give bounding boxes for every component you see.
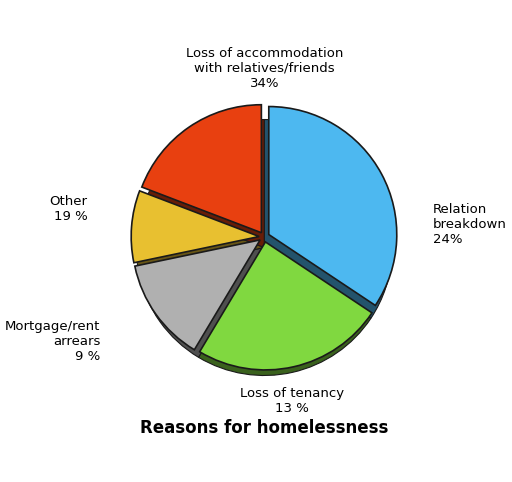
Text: Other
19 %: Other 19 % xyxy=(50,195,88,223)
Text: Loss of tenancy
13 %: Loss of tenancy 13 % xyxy=(240,387,345,415)
Wedge shape xyxy=(145,120,264,248)
Wedge shape xyxy=(131,191,259,263)
Wedge shape xyxy=(139,248,264,357)
Wedge shape xyxy=(136,202,264,274)
Wedge shape xyxy=(142,105,261,233)
Wedge shape xyxy=(135,240,260,350)
Wedge shape xyxy=(269,107,397,306)
Text: Loss of accommodation
with relatives/friends
34%: Loss of accommodation with relatives/fri… xyxy=(185,46,343,90)
Wedge shape xyxy=(199,248,371,375)
Text: Relation
breakdown
24%: Relation breakdown 24% xyxy=(433,202,507,246)
Text: Mortgage/rent
arrears
9 %: Mortgage/rent arrears 9 % xyxy=(5,321,100,363)
Wedge shape xyxy=(264,120,392,319)
Wedge shape xyxy=(200,242,372,370)
Text: Reasons for homelessness: Reasons for homelessness xyxy=(140,419,389,437)
